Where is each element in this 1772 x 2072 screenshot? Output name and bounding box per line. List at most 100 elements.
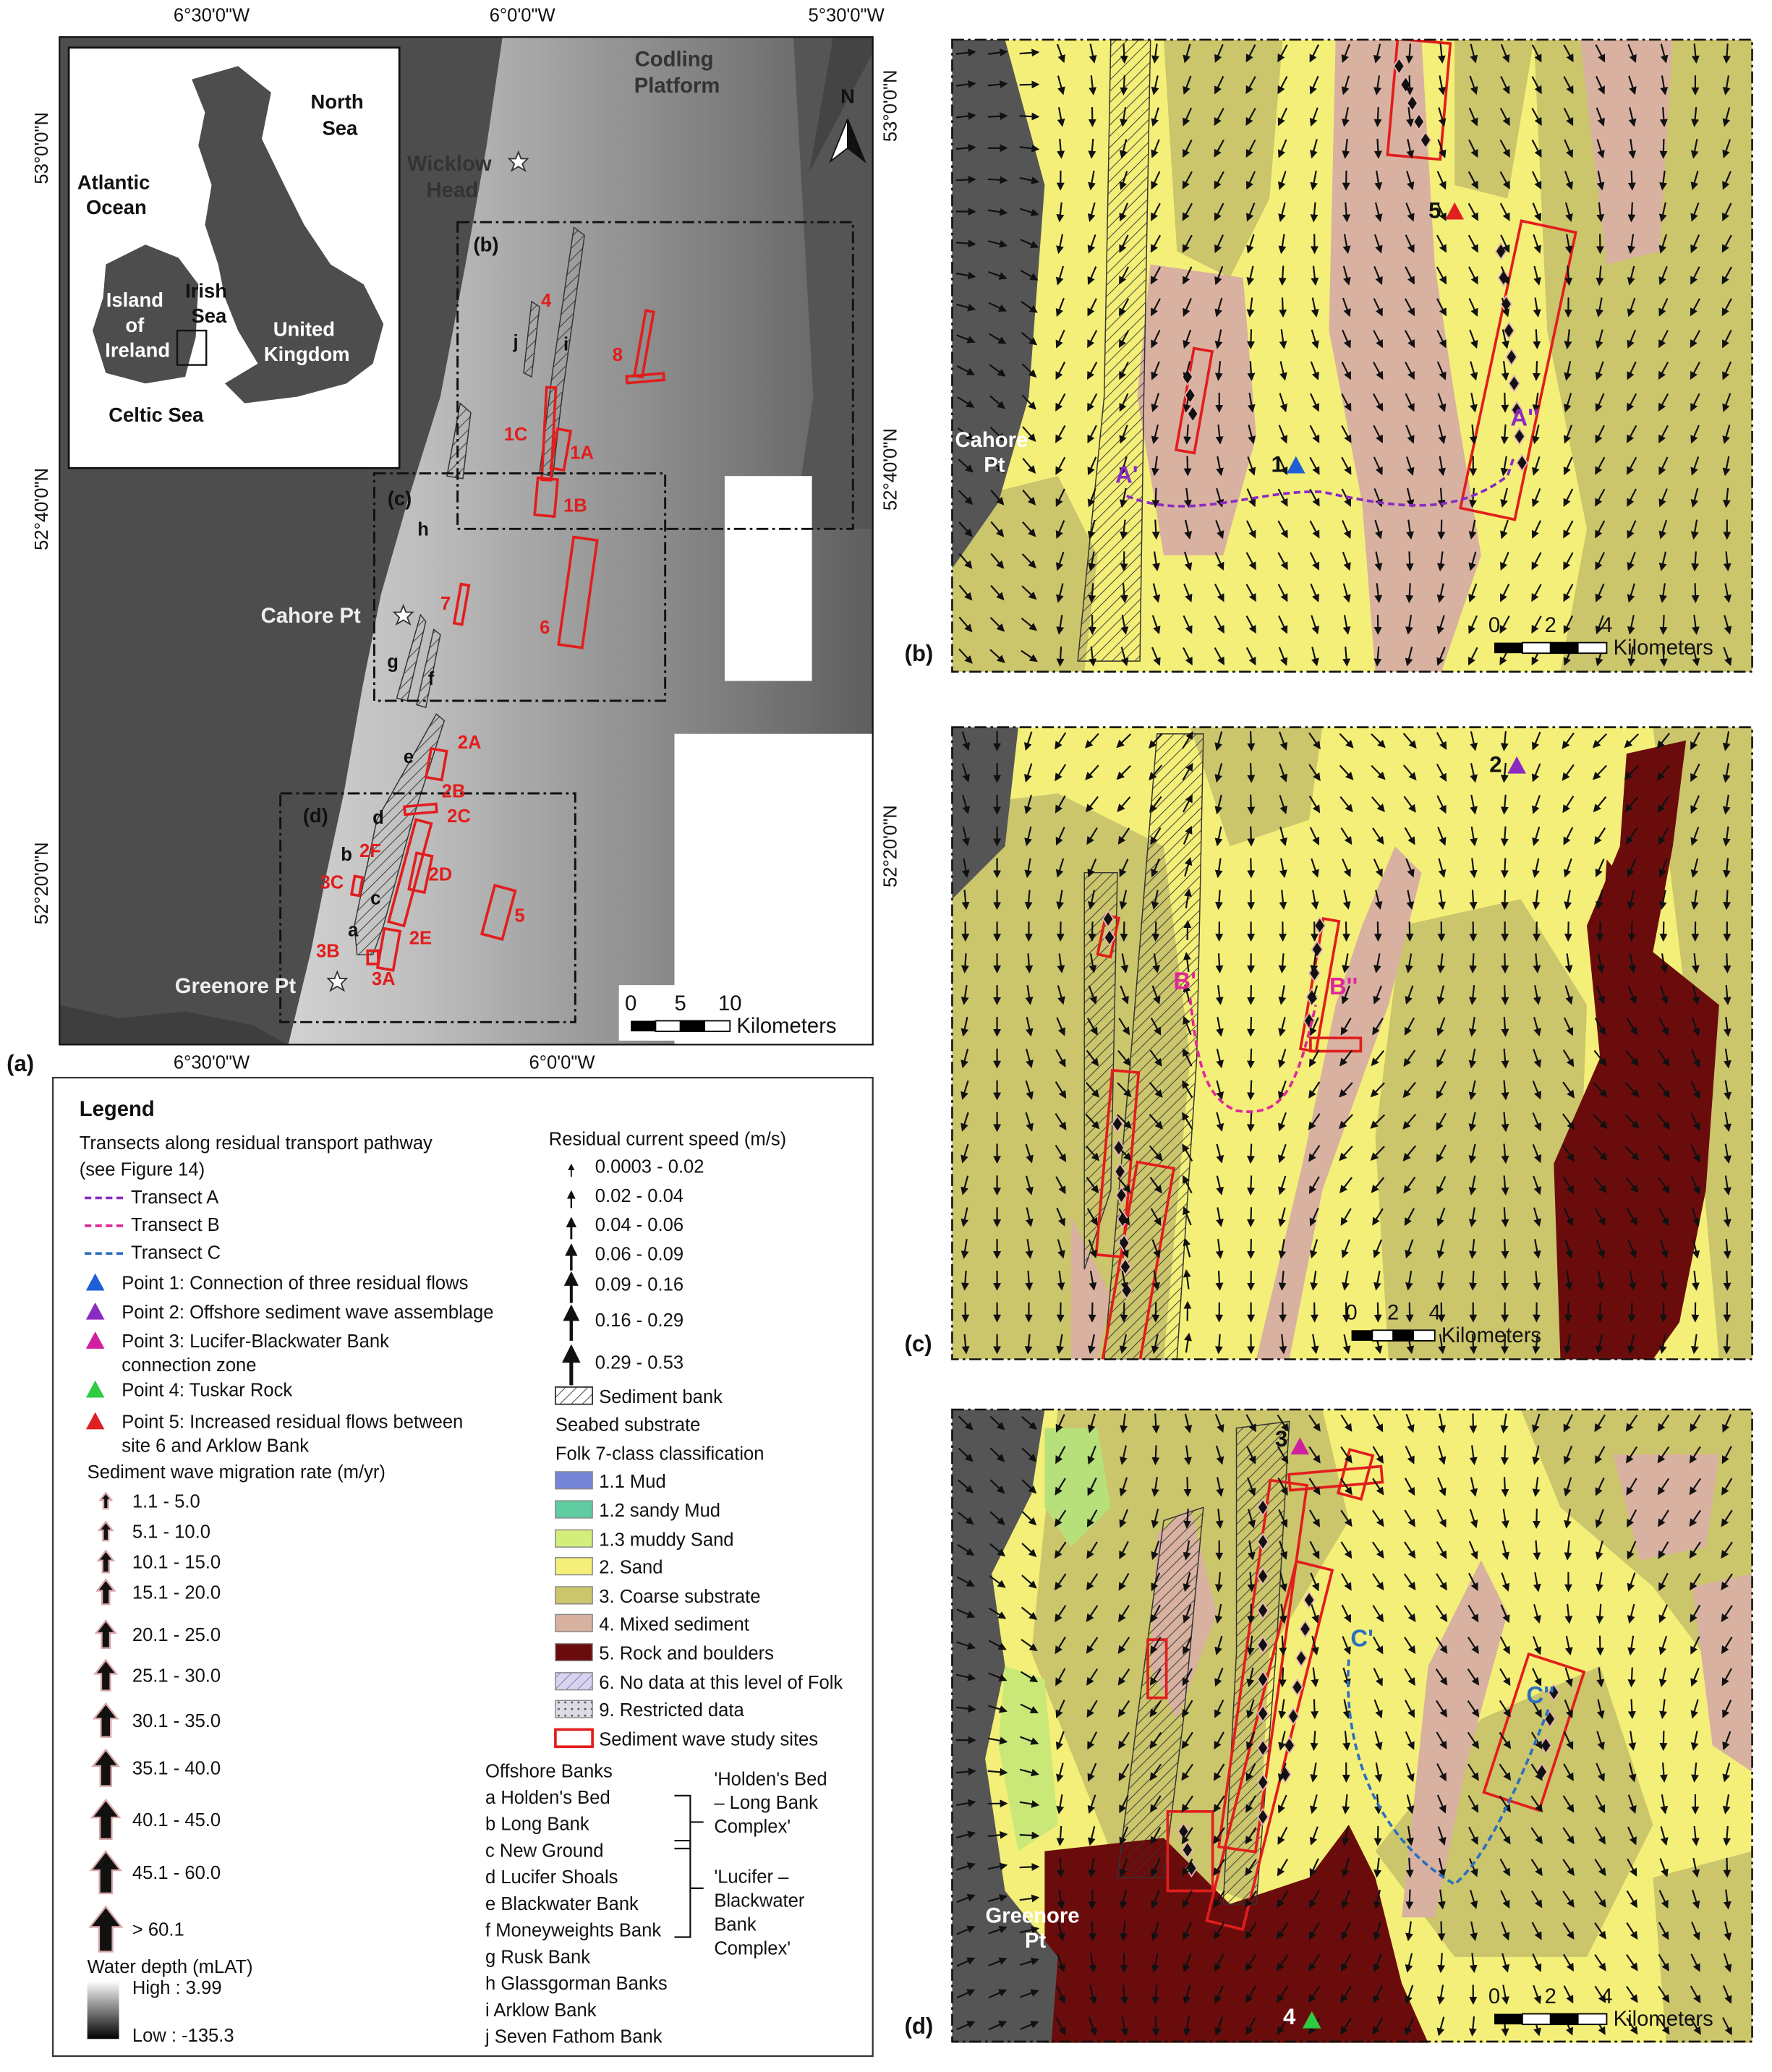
current-arrow	[1532, 202, 1542, 222]
current-arrow	[960, 1080, 969, 1100]
wave-migration-arrow	[1111, 1114, 1124, 1133]
current-arrow	[1436, 298, 1447, 317]
transect-label: A'	[1115, 461, 1138, 487]
current-arrow	[1279, 731, 1288, 751]
current-arrow	[1119, 139, 1128, 159]
current-arrow	[1149, 733, 1163, 749]
current-arrow	[1278, 1667, 1287, 1688]
current-arrow	[1500, 858, 1509, 879]
current-arrow	[1215, 985, 1224, 1005]
legend-text: 6. No data at this level of Folk	[599, 1673, 843, 1693]
current-arrow	[1406, 487, 1415, 508]
current-arrow	[1311, 647, 1319, 667]
current-arrow	[1057, 1270, 1065, 1291]
current-arrow	[1085, 764, 1099, 780]
current-arrow	[1373, 921, 1382, 942]
current-arrow	[1151, 519, 1160, 540]
current-arrow	[960, 1207, 969, 1227]
current-arrow	[1247, 456, 1256, 476]
inset-label: Island of Ireland	[105, 289, 170, 361]
current-arrow	[1149, 1177, 1162, 1194]
current-arrow	[1500, 265, 1510, 286]
current-arrow	[1086, 827, 1098, 845]
current-arrow	[955, 111, 976, 120]
transect-line	[1126, 456, 1516, 508]
current-arrow	[955, 175, 976, 184]
current-arrow	[1499, 140, 1510, 158]
current-arrow	[1087, 202, 1096, 222]
current-arrow	[1055, 551, 1065, 571]
current-arrow	[1658, 551, 1667, 571]
current-arrow	[1341, 361, 1351, 380]
current-arrow	[1119, 456, 1128, 476]
site-label: 3B	[316, 942, 340, 962]
current-arrow	[1021, 553, 1036, 569]
legend-text: b Long Bank	[485, 1815, 589, 1835]
current-arrow	[1341, 43, 1350, 64]
current-arrow	[1500, 424, 1509, 445]
current-arrow	[1245, 615, 1256, 634]
legend-swatch	[555, 1613, 593, 1632]
current-arrow	[1247, 393, 1256, 413]
current-arrow	[1691, 43, 1700, 64]
current-arrow	[1468, 519, 1477, 540]
current-arrow	[1086, 1049, 1099, 1067]
current-arrow	[1117, 1146, 1132, 1161]
current-arrow	[1087, 362, 1098, 380]
panel-label: (c)	[905, 1331, 932, 1357]
current-arrow	[1214, 329, 1223, 349]
scale-bar	[1521, 2013, 1551, 2026]
legend-text: 9. Restricted data	[599, 1700, 744, 1721]
current-arrow	[1216, 1207, 1224, 1227]
current-arrow	[1277, 584, 1288, 602]
current-arrow	[1214, 140, 1224, 158]
current-arrow	[1085, 733, 1099, 749]
current-arrow	[1499, 615, 1510, 634]
legend-text: c New Ground	[485, 1841, 604, 1861]
lat-label: 53°0'0"N	[881, 69, 901, 142]
current-arrow	[1216, 1048, 1224, 1069]
current-arrow	[1088, 170, 1096, 191]
current-arrow	[1722, 393, 1731, 412]
current-arrow	[1245, 108, 1256, 127]
current-arrow	[1025, 1112, 1034, 1132]
current-arrow	[1311, 858, 1319, 878]
current-arrow	[1150, 1208, 1162, 1227]
legend-swatch	[555, 1500, 593, 1519]
bank-label: i	[563, 335, 568, 355]
current-arrow	[1119, 202, 1129, 222]
current-arrow	[1085, 1082, 1100, 1098]
current-arrow	[1692, 615, 1700, 635]
current-arrow	[1279, 795, 1287, 814]
current-arrow	[1246, 520, 1256, 539]
study-site	[1309, 1036, 1363, 1053]
current-arrow	[1406, 519, 1415, 540]
current-arrow	[1277, 139, 1287, 158]
current-arrow	[1183, 1237, 1191, 1258]
current-arrow	[1277, 76, 1288, 95]
current-arrow	[957, 427, 974, 440]
current-arrow	[1085, 796, 1099, 813]
inset-label: Atlantic Ocean	[77, 171, 156, 218]
current-arrow	[1563, 425, 1573, 444]
current-arrow	[1468, 107, 1478, 127]
current-arrow	[1373, 985, 1382, 1005]
current-arrow	[1021, 301, 1038, 313]
legend-text: 0.02 - 0.04	[595, 1186, 683, 1206]
current-arrow	[990, 458, 1005, 474]
current-arrow	[1019, 144, 1040, 153]
mixed	[1256, 846, 1422, 1360]
legend-text: h Glassgorman Banks	[485, 1974, 668, 1994]
legend-text: 40.1 - 45.0	[132, 1810, 221, 1830]
current-arrow	[989, 426, 1005, 442]
current-arrow	[960, 1049, 969, 1069]
current-arrow	[1722, 171, 1731, 190]
current-arrow	[1057, 953, 1065, 973]
current-arrow	[1120, 519, 1128, 540]
current-arrow	[1468, 266, 1478, 285]
current-arrow	[1182, 1112, 1193, 1130]
current-arrow	[1596, 921, 1604, 942]
current-arrow	[1151, 647, 1161, 666]
legend-text: Transect A	[131, 1188, 219, 1208]
current-arrow	[1246, 297, 1255, 318]
